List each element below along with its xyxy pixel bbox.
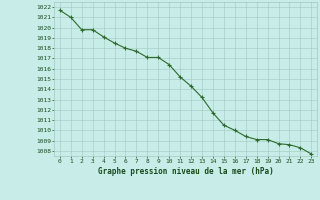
X-axis label: Graphe pression niveau de la mer (hPa): Graphe pression niveau de la mer (hPa) bbox=[98, 167, 274, 176]
